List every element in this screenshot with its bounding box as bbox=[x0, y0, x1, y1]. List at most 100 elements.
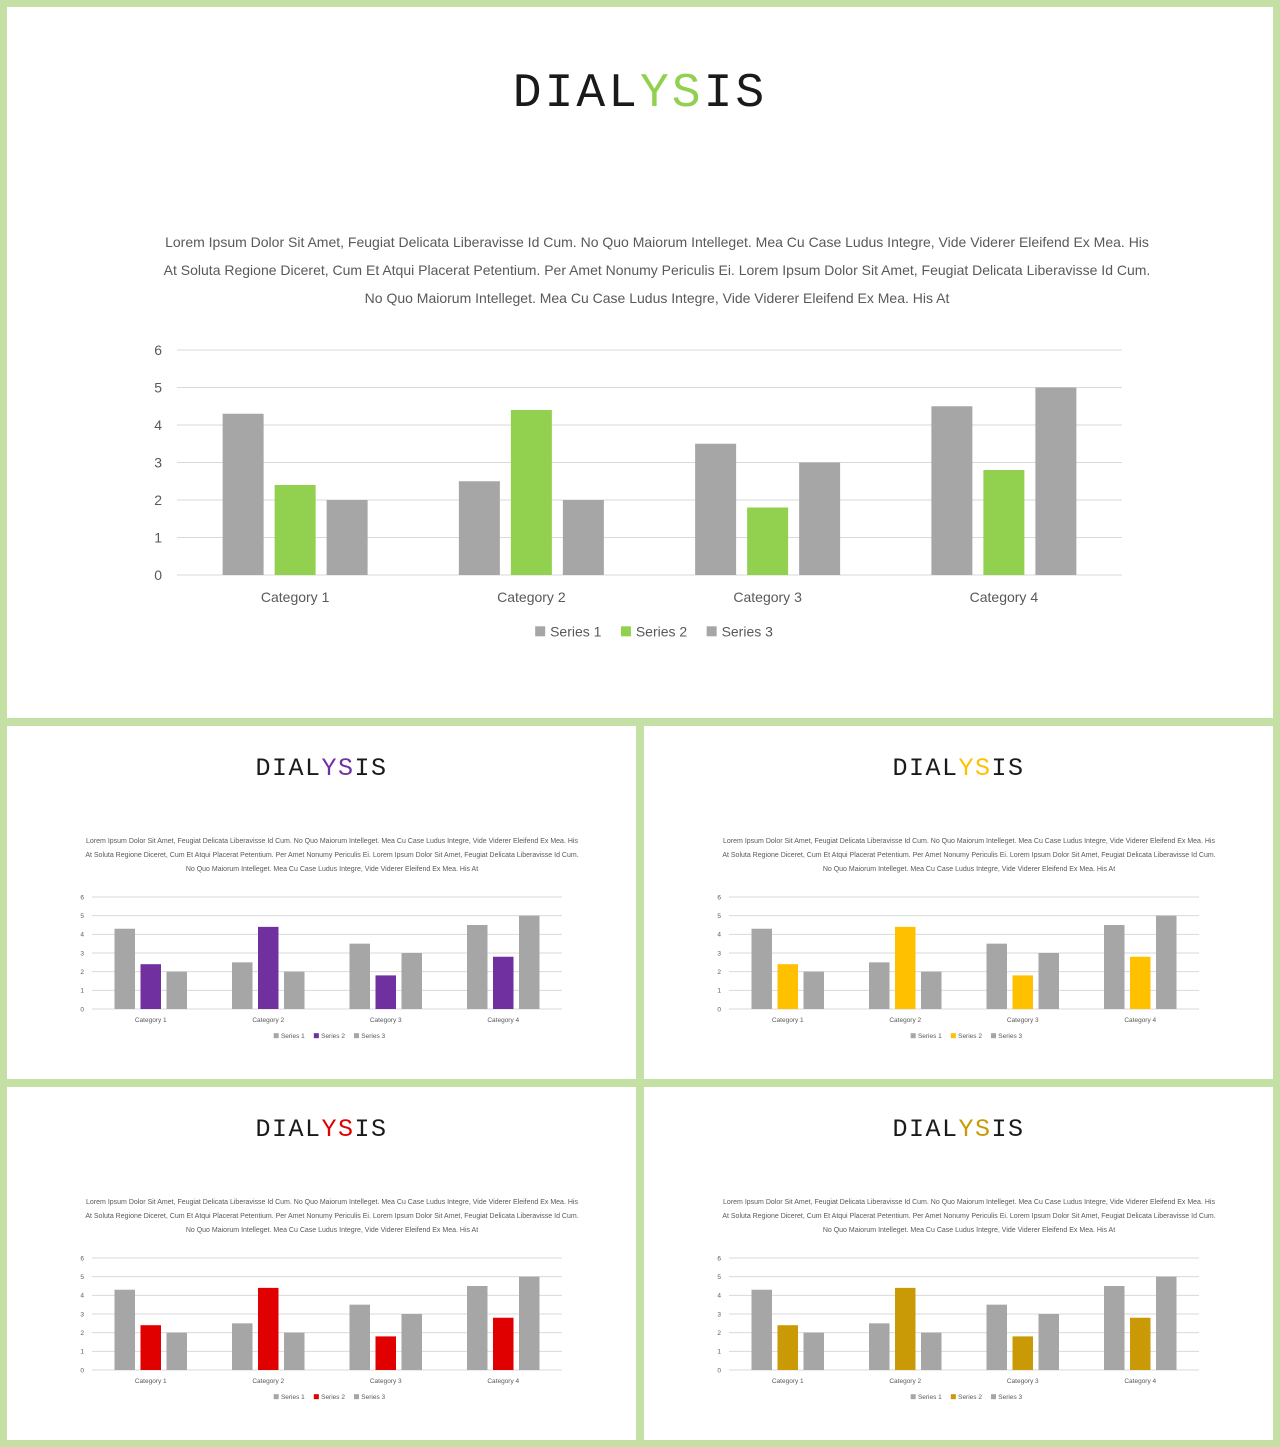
bar bbox=[467, 1286, 488, 1370]
bar-chart: 0 1 2 3 4 5 6 Category 1 Category 2 Category 3 Cat… bbox=[80, 894, 562, 1040]
y-tick-label: 2 bbox=[80, 1330, 84, 1337]
y-tick-label: 0 bbox=[154, 567, 162, 583]
legend-swatch bbox=[313, 1394, 319, 1400]
bar bbox=[140, 964, 161, 1009]
category-label: Category 2 bbox=[889, 1017, 921, 1024]
slide-paragraph: Lorem Ipsum Dolor Sit Amet, Feugiat Deli… bbox=[163, 234, 1151, 306]
slide-paragraph: Lorem Ipsum Dolor Sit Amet, Feugiat Deli… bbox=[85, 838, 579, 873]
legend-label: Series 3 bbox=[361, 1033, 385, 1040]
thumbnail-slide-gold[interactable]: DIALYSIS Lorem Ipsum Dolor Sit Amet, Feu… bbox=[644, 1087, 1273, 1440]
slide-paragraph: Lorem Ipsum Dolor Sit Amet, Feugiat Deli… bbox=[85, 1199, 579, 1234]
bar bbox=[803, 1332, 824, 1370]
legend-swatch bbox=[313, 1033, 319, 1039]
legend-swatch bbox=[910, 1033, 916, 1039]
legend-label: Series 3 bbox=[361, 1394, 385, 1401]
y-tick-label: 1 bbox=[80, 1349, 84, 1356]
bar bbox=[326, 500, 368, 575]
bar bbox=[921, 971, 942, 1009]
legend-swatch bbox=[273, 1394, 279, 1400]
title-post: IS bbox=[354, 754, 388, 783]
category-label: Category 3 bbox=[733, 589, 802, 605]
category-label: Category 1 bbox=[135, 1017, 167, 1024]
bar bbox=[1012, 1336, 1033, 1370]
slide-title: DIALYSIS bbox=[644, 1115, 1273, 1144]
title-pre: DIAL bbox=[255, 754, 322, 783]
legend-label: Series 2 bbox=[321, 1033, 345, 1040]
slide-paragraph: Lorem Ipsum Dolor Sit Amet, Feugiat Deli… bbox=[722, 838, 1216, 873]
thumbnail-slide-purple[interactable]: DIALYSIS Lorem Ipsum Dolor Sit Amet, Feu… bbox=[7, 726, 636, 1079]
y-tick-label: 4 bbox=[717, 1293, 721, 1300]
y-tick-label: 5 bbox=[717, 913, 721, 920]
legend-swatch bbox=[991, 1394, 997, 1400]
y-tick-label: 1 bbox=[717, 988, 721, 995]
bar bbox=[986, 1304, 1007, 1370]
y-tick-label: 5 bbox=[80, 913, 84, 920]
slide-title: DIALYSIS bbox=[7, 67, 1273, 121]
legend-swatch bbox=[950, 1033, 956, 1039]
bar bbox=[232, 962, 253, 1009]
y-tick-label: 0 bbox=[80, 1006, 84, 1013]
bar bbox=[562, 500, 604, 575]
y-tick-label: 3 bbox=[154, 454, 162, 470]
category-label: Category 2 bbox=[252, 1017, 284, 1024]
bar bbox=[493, 956, 514, 1009]
bar bbox=[166, 971, 187, 1009]
y-tick-label: 6 bbox=[80, 1255, 84, 1262]
bar bbox=[777, 1325, 798, 1370]
bar bbox=[777, 964, 798, 1009]
y-tick-label: 6 bbox=[717, 894, 721, 901]
y-tick-label: 1 bbox=[80, 988, 84, 995]
legend-swatch bbox=[354, 1033, 360, 1039]
title-pre: DIAL bbox=[512, 67, 640, 121]
y-tick-label: 4 bbox=[80, 932, 84, 939]
category-label: Category 3 bbox=[1007, 1378, 1039, 1385]
bar bbox=[114, 1289, 135, 1370]
legend-label: Series 2 bbox=[958, 1394, 982, 1401]
thumbnail-slide-red[interactable]: DIALYSIS Lorem Ipsum Dolor Sit Amet, Feu… bbox=[7, 1087, 636, 1440]
y-tick-label: 0 bbox=[717, 1006, 721, 1013]
legend-swatch bbox=[991, 1033, 997, 1039]
title-accent: YS bbox=[321, 754, 355, 783]
bar bbox=[1038, 1314, 1059, 1370]
title-pre: DIAL bbox=[255, 1115, 322, 1144]
bar bbox=[349, 1304, 370, 1370]
y-tick-label: 2 bbox=[717, 969, 721, 976]
bar bbox=[166, 1332, 187, 1370]
bar bbox=[467, 925, 488, 1009]
slide-paragraph: Lorem Ipsum Dolor Sit Amet, Feugiat Deli… bbox=[722, 1199, 1216, 1234]
category-label: Category 4 bbox=[1124, 1017, 1156, 1024]
y-tick-label: 4 bbox=[717, 932, 721, 939]
legend-label: Series 2 bbox=[321, 1394, 345, 1401]
bar bbox=[510, 410, 552, 575]
y-tick-label: 5 bbox=[80, 1274, 84, 1281]
category-label: Category 4 bbox=[487, 1017, 519, 1024]
y-tick-label: 3 bbox=[80, 950, 84, 957]
legend-label: Series 2 bbox=[636, 624, 688, 640]
legend-label: Series 1 bbox=[550, 624, 602, 640]
legend-swatch bbox=[273, 1033, 279, 1039]
bar bbox=[519, 1276, 540, 1370]
bar bbox=[274, 485, 316, 575]
category-label: Category 1 bbox=[135, 1378, 167, 1385]
legend-label: Series 2 bbox=[958, 1033, 982, 1040]
thumbnail-slide-yellow[interactable]: DIALYSIS Lorem Ipsum Dolor Sit Amet, Feu… bbox=[644, 726, 1273, 1079]
category-label: Category 2 bbox=[889, 1378, 921, 1385]
slide-title: DIALYSIS bbox=[644, 754, 1273, 783]
bar bbox=[1104, 1286, 1125, 1370]
bar bbox=[869, 1323, 890, 1370]
category-label: Category 1 bbox=[772, 1378, 804, 1385]
legend-swatch bbox=[706, 626, 717, 637]
bar-chart: 0 1 2 3 4 5 6 Category 1 Category 2 Category 3 Cat… bbox=[717, 894, 1199, 1040]
title-pre: DIAL bbox=[892, 1115, 959, 1144]
legend-swatch bbox=[620, 626, 631, 637]
y-tick-label: 3 bbox=[80, 1311, 84, 1318]
category-label: Category 4 bbox=[487, 1378, 519, 1385]
bar bbox=[232, 1323, 253, 1370]
y-tick-label: 5 bbox=[154, 379, 162, 395]
bar bbox=[493, 1317, 514, 1370]
legend-label: Series 1 bbox=[281, 1033, 305, 1040]
legend-label: Series 3 bbox=[998, 1394, 1022, 1401]
title-accent: YS bbox=[958, 754, 992, 783]
legend-label: Series 1 bbox=[918, 1394, 942, 1401]
bar-chart: 0 1 2 3 4 5 6 Category 1 Category 2 Category 3 Cat… bbox=[80, 1255, 562, 1401]
